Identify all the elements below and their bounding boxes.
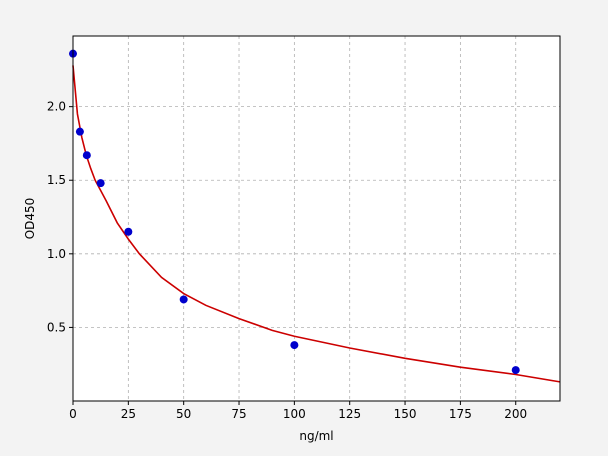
x-tick-label: 200 [504,407,527,421]
x-tick-label: 50 [176,407,191,421]
plot-area [73,36,560,401]
data-point [75,127,84,136]
x-tick-label: 100 [283,407,306,421]
y-tick-label: 1.0 [47,247,66,261]
y-axis-label: OD450 [23,198,37,240]
y-tick-label: 2.0 [47,100,66,114]
x-axis-label: ng/ml [299,429,333,443]
x-tick-label: 175 [449,407,472,421]
data-point [290,341,299,350]
x-tick-label: 25 [121,407,136,421]
x-tick-label: 0 [69,407,77,421]
y-tick-label: 0.5 [47,320,66,334]
x-axis-ticks: 0 25 50 75 100 125 150 175 200 [69,401,527,421]
fit-curve-line [72,65,561,383]
data-point [179,295,188,304]
data-point [124,227,133,236]
x-tick-label: 125 [338,407,361,421]
data-point [96,179,105,188]
y-axis-ticks: 0.5 1.0 1.5 2.0 [47,100,73,334]
data-point [511,366,520,375]
x-tick-label: 75 [231,407,246,421]
x-tick-label: 150 [394,407,417,421]
plot-frame [72,35,561,402]
data-point [82,151,91,160]
fit-curve-layer [72,65,561,383]
y-tick-label: 1.5 [47,173,66,187]
